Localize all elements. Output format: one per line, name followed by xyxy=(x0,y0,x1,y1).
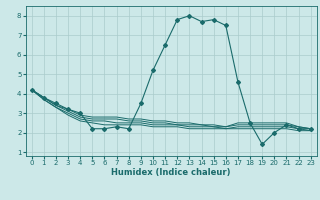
X-axis label: Humidex (Indice chaleur): Humidex (Indice chaleur) xyxy=(111,168,231,177)
